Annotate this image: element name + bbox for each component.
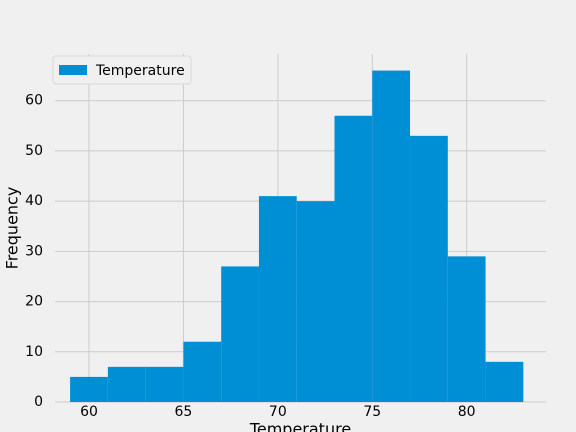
x-tick-label: 70	[269, 404, 287, 420]
y-tick-label: 0	[34, 394, 43, 410]
legend: Temperature	[52, 55, 192, 85]
x-tick-label: 65	[175, 404, 193, 420]
bar	[258, 196, 297, 402]
bar	[296, 201, 335, 402]
bar	[70, 376, 108, 402]
y-tick-label: 30	[25, 243, 43, 259]
bar	[145, 366, 184, 402]
y-axis-label: Frequency	[3, 187, 22, 270]
y-tick-label: 50	[25, 143, 43, 159]
y-tick-label: 60	[25, 93, 43, 109]
bar	[183, 341, 222, 402]
bar	[447, 256, 486, 402]
bar	[107, 366, 146, 402]
legend-label: Temperature	[95, 63, 185, 79]
labels: 0 10 20 30 40 50 60 60 65 70 75 80 Temperature Freque…	[3, 55, 476, 432]
x-tick-label: 75	[363, 404, 381, 420]
y-tick-label: 10	[25, 344, 43, 360]
bars	[70, 70, 524, 403]
legend-swatch	[59, 65, 87, 75]
x-tick-label: 60	[80, 404, 98, 420]
bar	[372, 70, 411, 403]
y-tick-label: 40	[25, 193, 43, 209]
x-tick-label: 80	[458, 404, 476, 420]
legend-frame	[52, 55, 192, 85]
x-axis-label: Temperature	[249, 420, 351, 432]
y-tick-label: 20	[25, 294, 43, 310]
bar	[334, 115, 373, 402]
bar	[410, 135, 448, 402]
bar	[221, 266, 259, 402]
bar	[485, 361, 524, 402]
